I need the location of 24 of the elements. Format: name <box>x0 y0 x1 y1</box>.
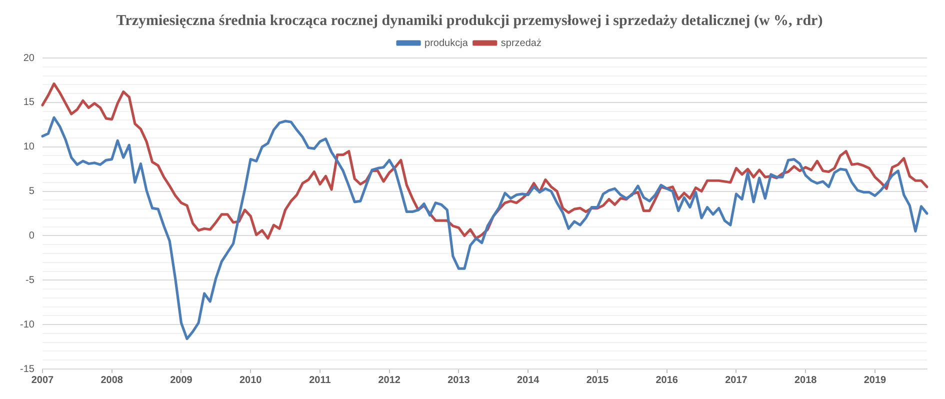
x-tick-label: 2015 <box>586 374 610 386</box>
x-tick-label: 2016 <box>656 374 678 386</box>
legend-label: sprzedaż <box>500 38 542 49</box>
x-tick-label: 2010 <box>239 374 262 386</box>
y-tick-label: -10 <box>20 319 35 330</box>
y-tick-label: 10 <box>23 142 35 153</box>
legend-label: produkcja <box>424 38 468 49</box>
x-tick-label: 2017 <box>725 374 748 386</box>
x-tick-label: 2013 <box>448 374 470 386</box>
x-tick-label: 2011 <box>309 374 332 386</box>
x-tick-label: 2018 <box>794 374 818 386</box>
y-tick-label: 20 <box>23 52 35 64</box>
x-tick-label: 2019 <box>864 374 887 386</box>
x-tick-label: 2012 <box>378 374 401 386</box>
y-tick-label: -15 <box>20 364 35 375</box>
x-tick-label: 2008 <box>100 374 124 386</box>
x-tick-label: 2007 <box>31 374 54 386</box>
y-tick-label: 15 <box>23 97 35 108</box>
x-tick-label: 2014 <box>516 374 540 386</box>
x-tick-label: 2009 <box>170 374 193 386</box>
y-tick-label: 5 <box>28 186 35 198</box>
y-tick-label: 0 <box>28 230 35 242</box>
chart-title: Trzymiesięczna średnia krocząca rocznej dynamiki produkcji przemysłowej i sprzedaży detalicznej (w %, rdr) <box>116 12 823 29</box>
y-tick-label: -5 <box>26 274 35 286</box>
